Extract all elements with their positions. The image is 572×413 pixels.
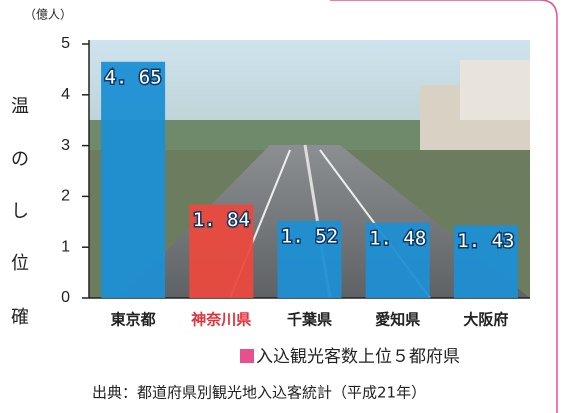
- page-fragment: し: [11, 201, 29, 222]
- x-tick-label: 神奈川県: [191, 311, 251, 329]
- y-tick-label: 1: [61, 238, 70, 255]
- value-label: 1. 84: [193, 209, 250, 231]
- bar: [101, 62, 165, 298]
- legend-label: 入込観光客数上位５都府県: [256, 347, 460, 367]
- x-tick-label: 大阪府: [463, 311, 508, 329]
- y-tick-label: 0: [61, 289, 70, 306]
- value-label: 1. 43: [457, 230, 514, 252]
- value-label: 1. 52: [281, 225, 338, 247]
- y-tick-label: 2: [61, 188, 70, 205]
- x-tick-label: 愛知県: [375, 311, 420, 329]
- y-tick-label: 4: [61, 86, 70, 103]
- source-note: 出典：都道府県別観光地入込客統計（平成21年）: [92, 384, 426, 402]
- value-label: 4. 65: [104, 66, 161, 88]
- chart: 温のし位確 （億人） 0 1 2 3 4 5 4. 65 東京都 1. 84 神奈川県 1. 52 千葉県…: [0, 0, 572, 413]
- page-fragment: の: [11, 149, 29, 170]
- y-unit-label: （億人）: [24, 8, 72, 22]
- page-fragment: 確: [11, 307, 29, 328]
- page-fragment: 温: [11, 96, 29, 117]
- x-tick-label: 東京都: [111, 311, 156, 329]
- y-tick-label: 5: [61, 35, 70, 52]
- legend-swatch: [240, 349, 254, 363]
- y-tick-label: 3: [61, 137, 70, 154]
- page-fragment: 位: [11, 253, 29, 274]
- x-tick-label: 千葉県: [287, 311, 332, 329]
- value-label: 1. 48: [369, 227, 426, 249]
